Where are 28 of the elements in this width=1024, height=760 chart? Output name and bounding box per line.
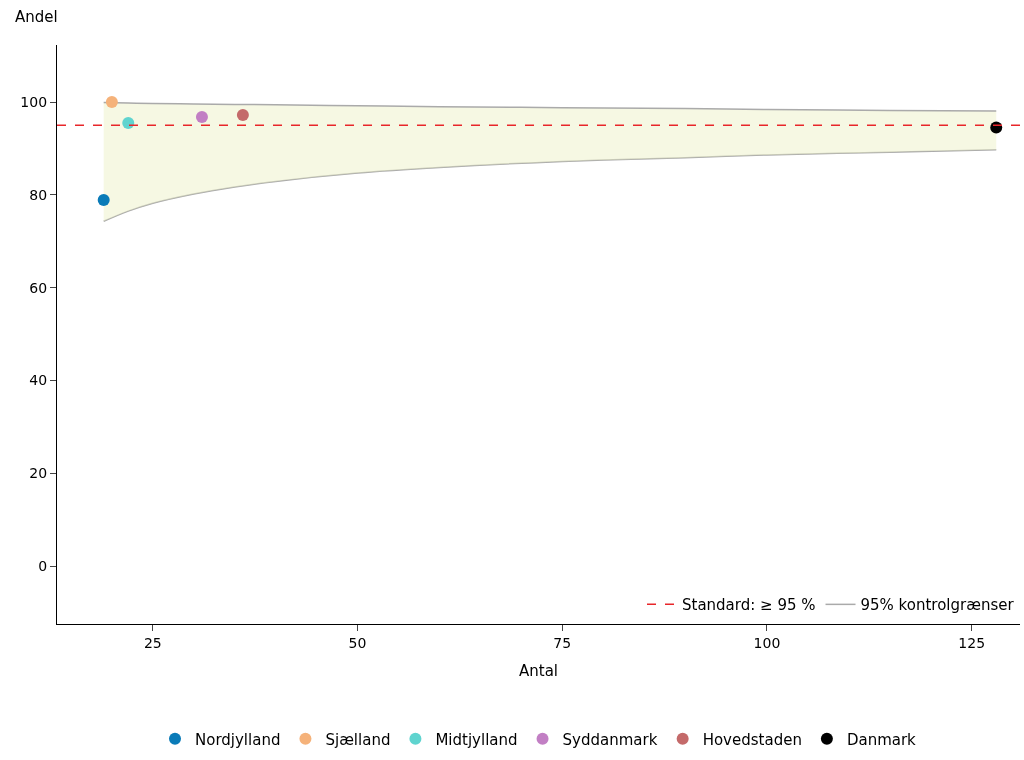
- legend-label: Syddanmark: [562, 730, 658, 749]
- x-tick-label: 75: [553, 634, 572, 651]
- x-tick-label: 25: [143, 634, 162, 651]
- legend-label: Standard: ≥ 95 %: [682, 596, 816, 615]
- point: [236, 109, 249, 122]
- legend-label: Nordjylland: [195, 730, 281, 749]
- x-axis-title: Antal: [518, 661, 559, 680]
- point: [122, 116, 135, 129]
- legend-label: Midtjylland: [435, 730, 518, 749]
- y-tick-label: 80: [29, 186, 48, 203]
- legend-label: Sjælland: [325, 730, 391, 749]
- point: [97, 193, 110, 206]
- line-series: [102, 101, 997, 112]
- y-tick-label: 60: [29, 279, 48, 296]
- x-tick-label: 50: [348, 634, 367, 651]
- y-tick-label: 0: [38, 557, 48, 574]
- point: [195, 110, 208, 123]
- legend-label: Hovedstaden: [702, 730, 802, 749]
- y-tick-label: 20: [29, 465, 48, 482]
- x-tick-label: 125: [958, 634, 986, 651]
- point: [105, 96, 118, 109]
- y-tick-label: 100: [20, 93, 48, 110]
- x-tick-label: 100: [753, 634, 781, 651]
- legend-label: 95% kontrolgrænser: [860, 596, 1015, 615]
- line-series: [102, 149, 997, 223]
- legend-label: Danmark: [846, 730, 917, 749]
- y-tick-label: 40: [29, 372, 48, 389]
- y-axis-title: Andel: [15, 8, 58, 26]
